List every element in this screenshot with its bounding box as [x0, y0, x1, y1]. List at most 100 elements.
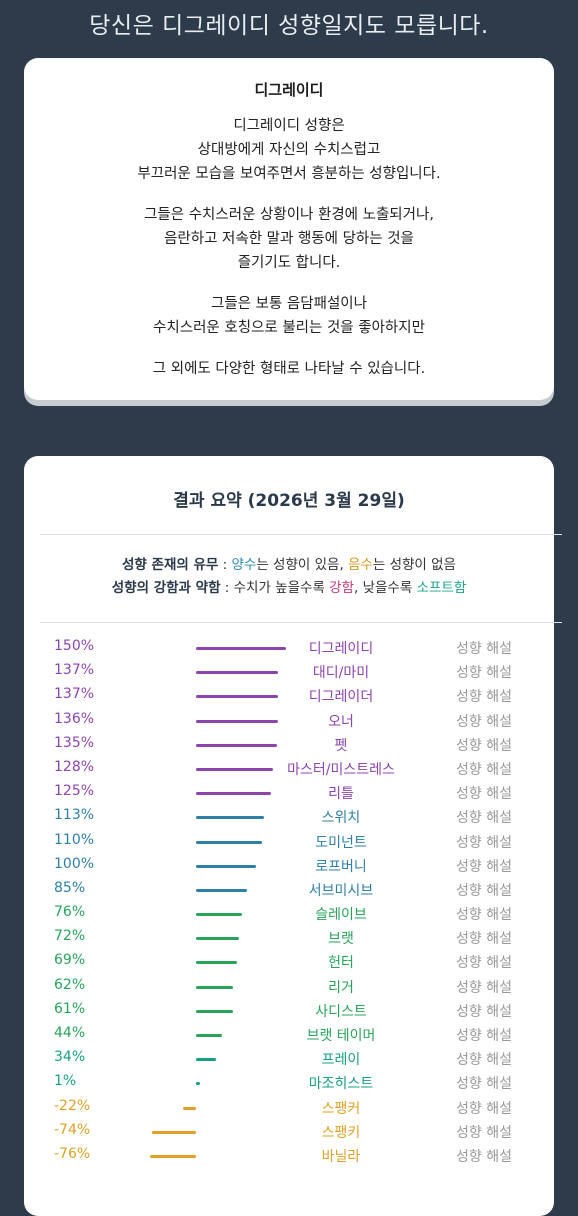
result-percent: 110%	[54, 831, 95, 848]
description-paragraph: 그들은 수치스러운 상황이나 환경에 노출되거나, 음란하고 저속한 말과 행동…	[24, 203, 554, 275]
result-percent: 69%	[54, 952, 86, 969]
description-line: 그 외에도 다양한 형태로 나타날 수 있습니다.	[152, 361, 426, 377]
result-name: 바닐라	[321, 1148, 361, 1165]
explanation-link[interactable]: 성향 해설	[456, 689, 512, 706]
result-name: 디그레이더	[308, 689, 374, 706]
explanation-link[interactable]: 성향 해설	[456, 713, 512, 730]
explanation-link[interactable]: 성향 해설	[456, 979, 512, 996]
legend-negative-word: 음수	[348, 557, 373, 573]
explanation-link[interactable]: 성향 해설	[456, 1028, 512, 1044]
result-name: 디그레이디	[308, 641, 374, 657]
result-bar	[196, 767, 273, 771]
result-bar	[196, 888, 247, 892]
result-percent: -74%	[54, 1121, 91, 1138]
explanation-link[interactable]: 성향 해설	[456, 882, 512, 899]
explanation-link[interactable]: 성향 해설	[456, 907, 512, 924]
explanation-link[interactable]: 성향 해설	[456, 761, 512, 778]
legend-label: 성향의 강함과 약함	[111, 580, 221, 596]
result-row: 128% 마스터/미스트레스 성향 해설	[24, 757, 554, 781]
result-row: 1% 마조히스트 성향 해설	[24, 1071, 554, 1095]
result-name: 사디스트	[315, 1003, 367, 1020]
result-name: 마조히스트	[308, 1076, 374, 1093]
result-name: 슬레이브	[315, 907, 367, 924]
legend-line-strength: 성향의 강함과 약함 : 수치가 높을수록 강함, 낮을수록 소프트함	[24, 577, 554, 600]
result-bar	[196, 864, 256, 868]
result-percent: 76%	[54, 904, 86, 921]
result-name: 도미넌트	[315, 834, 367, 851]
result-bar	[196, 937, 240, 941]
result-bar	[196, 985, 234, 989]
legend-positive-word: 양수	[231, 557, 257, 573]
result-name: 리틀	[328, 786, 354, 803]
explanation-link[interactable]: 성향 해설	[456, 1052, 512, 1069]
description-line: 디그레이디 성향은	[233, 118, 345, 134]
summary-card: 결과 요약 (2026년 3월 29일) 성향 존재의 유무 : 양수는 성향이…	[24, 456, 562, 1216]
result-list: 150% 디그레이디 성향 해설 137% 대디/마미 성향 해설 137% 디그레이더 성향 …	[24, 636, 554, 1168]
result-row: 150% 디그레이디 성향 해설	[24, 636, 554, 660]
result-bar	[196, 913, 242, 917]
description-line: 즐기기도 합니다.	[237, 255, 341, 271]
legend-label: 성향 존재의 유무	[122, 557, 219, 573]
result-percent: 125%	[54, 783, 95, 800]
result-bar	[196, 1034, 223, 1037]
result-name: 스팽커	[321, 1100, 361, 1117]
result-percent: 100%	[54, 855, 95, 872]
result-row: 137% 대디/마미 성향 해설	[24, 660, 554, 684]
explanation-link[interactable]: 성향 해설	[456, 1076, 512, 1093]
result-row: 44% 브랫 테이머 성향 해설	[24, 1023, 554, 1047]
result-name: 오너	[328, 713, 354, 730]
result-row: -76% 바닐라 성향 해설	[24, 1144, 554, 1168]
description-paragraph: 그들은 보통 음담패설이나 수치스러운 호칭으로 불리는 것을 좋아하지만	[24, 292, 554, 340]
explanation-link[interactable]: 성향 해설	[456, 931, 512, 948]
result-percent: 150%	[54, 638, 95, 654]
description-paragraph: 그 외에도 다양한 형태로 나타날 수 있습니다.	[24, 357, 554, 381]
legend: 성향 존재의 유무 : 양수는 성향이 있음, 음수는 성향이 없음 성향의 강…	[24, 554, 554, 600]
explanation-link[interactable]: 성향 해설	[456, 1148, 512, 1165]
result-percent: 85%	[54, 879, 86, 896]
legend-soft-word: 소프트함	[416, 580, 467, 596]
result-row: 69% 헌터 성향 해설	[24, 950, 554, 974]
result-bar	[151, 1130, 196, 1134]
result-bar	[150, 1154, 196, 1158]
explanation-link[interactable]: 성향 해설	[456, 737, 512, 754]
description-card: 디그레이디 디그레이디 성향은 상대방에게 자신의 수치스럽고 부끄러운 모습을…	[24, 58, 554, 400]
explanation-link[interactable]: 성향 해설	[456, 641, 512, 657]
result-row: -74% 스팽키 성향 해설	[24, 1120, 554, 1144]
result-row: 136% 오너 성향 해설	[24, 709, 554, 733]
legend-text: :	[218, 557, 232, 573]
result-row: 125% 리틀 성향 해설	[24, 781, 554, 805]
result-bar	[196, 840, 262, 844]
legend-text: , 낮을수록	[354, 580, 417, 596]
result-percent: 1%	[54, 1073, 77, 1090]
result-percent: 34%	[54, 1049, 86, 1066]
result-percent: 137%	[54, 662, 95, 679]
description-line: 음란하고 저속한 말과 행동에 당하는 것을	[164, 231, 414, 247]
result-percent: 72%	[54, 928, 86, 945]
result-name: 브랫 테이머	[306, 1028, 376, 1044]
result-percent: 136%	[54, 710, 95, 727]
result-bar	[196, 671, 279, 675]
result-percent: 44%	[54, 1025, 86, 1041]
result-name: 서브미시브	[308, 882, 374, 899]
explanation-link[interactable]: 성향 해설	[456, 665, 512, 682]
legend-line-existence: 성향 존재의 유무 : 양수는 성향이 있음, 음수는 성향이 없음	[24, 554, 554, 577]
result-bar	[196, 719, 278, 723]
explanation-link[interactable]: 성향 해설	[456, 810, 512, 827]
explanation-link[interactable]: 성향 해설	[456, 1003, 512, 1020]
divider	[40, 534, 562, 535]
explanation-link[interactable]: 성향 해설	[456, 786, 512, 803]
explanation-link[interactable]: 성향 해설	[456, 834, 512, 851]
explanation-link[interactable]: 성향 해설	[456, 1100, 512, 1117]
result-row: 72% 브랫 성향 해설	[24, 926, 554, 950]
result-name: 스위치	[321, 810, 361, 827]
description-title: 디그레이디	[254, 81, 324, 99]
explanation-link[interactable]: 성향 해설	[456, 955, 512, 972]
result-row: 85% 서브미시브 성향 해설	[24, 878, 554, 902]
result-bar	[196, 816, 264, 820]
result-bar	[196, 1009, 233, 1013]
legend-text: : 수치가 높을수록	[220, 580, 330, 596]
explanation-link[interactable]: 성향 해설	[456, 1124, 512, 1141]
result-percent: -76%	[54, 1145, 91, 1162]
explanation-link[interactable]: 성향 해설	[456, 858, 512, 875]
result-row: 113% 스위치 성향 해설	[24, 805, 554, 829]
